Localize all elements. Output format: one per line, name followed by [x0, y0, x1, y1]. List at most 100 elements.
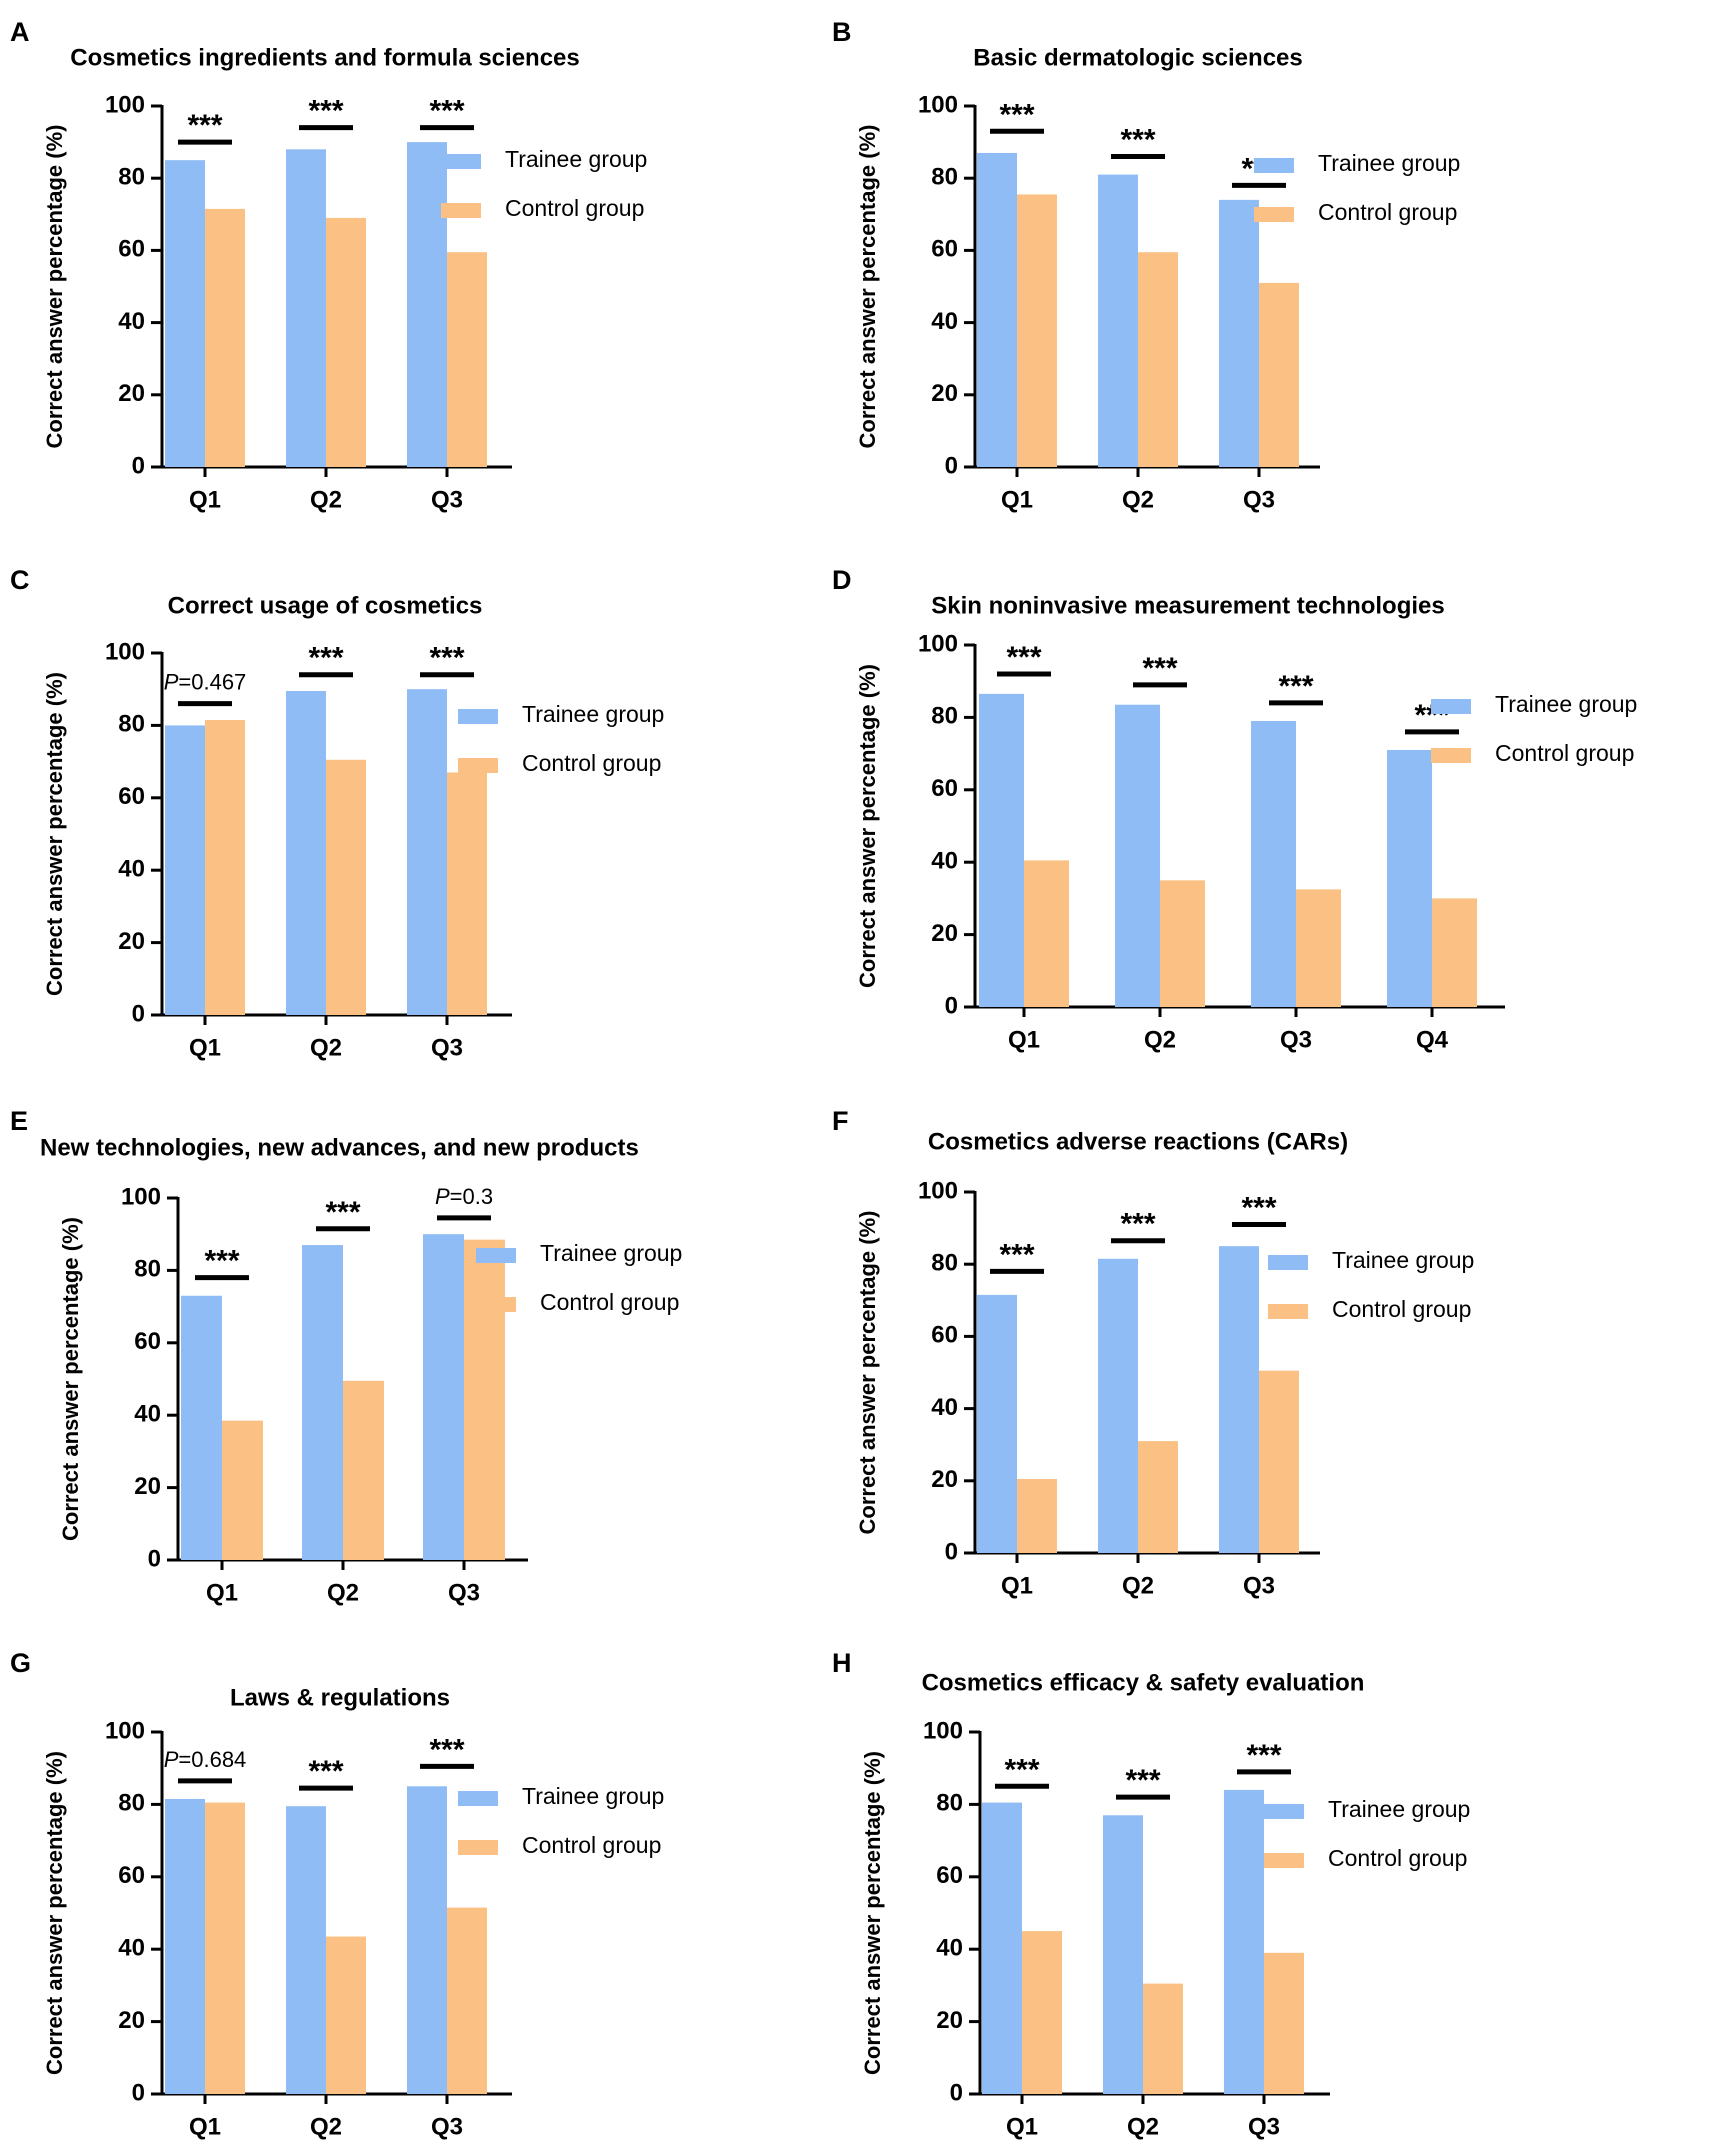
y-tick-label: 20: [931, 1466, 958, 1493]
x-tick-label: Q3: [431, 486, 463, 513]
y-axis-label: Correct answer percentage (%): [855, 1211, 880, 1535]
y-tick-label: 80: [134, 1256, 161, 1283]
y-tick-label: 60: [931, 775, 958, 802]
chart-title: New technologies, new advances, and new …: [40, 1134, 639, 1161]
x-tick-label: Q3: [431, 1034, 463, 1061]
y-tick-label: 40: [118, 308, 145, 335]
x-tick-label: Q1: [1006, 2113, 1038, 2140]
p-value: =0.467: [178, 670, 246, 695]
legend-label-control: Control group: [522, 1832, 661, 1858]
legend: Trainee group Control group: [441, 146, 647, 221]
legend-swatch-control: [476, 1297, 516, 1312]
y-tick-label: 40: [118, 1935, 145, 1962]
x-tick-label: Q1: [189, 1034, 221, 1061]
bar-control-q1: [205, 719, 245, 1015]
x-tick-label: Q1: [189, 2113, 221, 2140]
bar-control-q1: [222, 1420, 263, 1560]
legend-label-trainee: Trainee group: [522, 1783, 664, 1809]
bar-trainee-q4: [1387, 749, 1432, 1007]
bar-trainee-q2: [1103, 1815, 1143, 2094]
significance-stars: ***: [308, 1755, 343, 1788]
bar-control-q1: [1017, 1478, 1057, 1553]
legend-swatch-trainee: [441, 154, 481, 169]
p-symbol: P: [164, 1747, 179, 1772]
legend: Trainee group Control group: [458, 701, 664, 776]
bar-trainee-q3: [423, 1234, 464, 1560]
y-tick-label: 0: [950, 2079, 963, 2106]
significance-stars: ***: [1278, 670, 1313, 703]
chart-title: Correct usage of cosmetics: [168, 592, 483, 619]
legend-swatch-trainee: [476, 1248, 516, 1263]
significance-stars: ***: [325, 1196, 360, 1229]
x-tick-label: Q3: [1280, 1026, 1312, 1053]
bar-control-q2: [1138, 252, 1178, 467]
panel-a: A Cosmetics ingredients and formula scien…: [10, 17, 647, 513]
chart-title: Laws & regulations: [230, 1684, 450, 1711]
p-value-label: P=0.684: [164, 1747, 247, 1772]
legend-label-trainee: Trainee group: [1332, 1247, 1474, 1273]
panel-e: E New technologies, new advances, and new…: [10, 1106, 682, 1606]
y-tick-label: 0: [148, 1545, 161, 1572]
legend-swatch-trainee: [1264, 1804, 1304, 1819]
bar-control-q3: [1264, 1952, 1304, 2094]
y-axis-label: Correct answer percentage (%): [855, 664, 880, 988]
panel-letter: F: [832, 1106, 849, 1136]
p-symbol: P: [164, 670, 179, 695]
p-value: =0.3: [450, 1184, 493, 1209]
legend-swatch-trainee: [1431, 699, 1471, 714]
bar-trainee-q2: [1098, 1258, 1138, 1553]
bar-trainee-q1: [977, 152, 1017, 467]
y-tick-label: 0: [945, 992, 958, 1019]
bar-trainee-q2: [302, 1245, 343, 1560]
y-tick-label: 0: [945, 452, 958, 479]
bar-control-q4: [1432, 898, 1477, 1007]
y-tick-label: 60: [134, 1328, 161, 1355]
y-tick-label: 80: [931, 164, 958, 191]
x-tick-label: Q3: [1248, 2113, 1280, 2140]
bar-control-q1: [205, 1802, 245, 2094]
panel-letter: A: [10, 17, 30, 47]
legend-label-control: Control group: [522, 750, 661, 776]
bar-control-q3: [447, 772, 487, 1015]
panel-letter: G: [10, 1648, 31, 1678]
panel-f: F Cosmetics adverse reactions (CARs) Corre…: [832, 1106, 1474, 1599]
y-tick-label: 40: [931, 1394, 958, 1421]
y-tick-label: 60: [931, 236, 958, 263]
y-tick-label: 60: [118, 1862, 145, 1889]
bar-control-q3: [447, 252, 487, 467]
legend: Trainee group Control group: [1268, 1247, 1474, 1322]
panel-d: D Skin noninvasive measurement technologi…: [832, 565, 1637, 1053]
bar-trainee-q1: [181, 1295, 222, 1560]
bar-control-q3: [1296, 889, 1341, 1007]
y-tick-label: 80: [118, 164, 145, 191]
legend-swatch-control: [1268, 1304, 1308, 1319]
y-tick-label: 40: [936, 1935, 963, 1962]
y-tick-label: 40: [134, 1401, 161, 1428]
bar-trainee-q2: [1098, 174, 1138, 467]
panel-letter: C: [10, 565, 30, 595]
panel-letter: D: [832, 565, 852, 595]
y-tick-label: 100: [918, 1177, 958, 1204]
significance-stars: ***: [1125, 1764, 1160, 1797]
y-tick-label: 100: [105, 91, 145, 118]
y-tick-label: 40: [931, 308, 958, 335]
significance-stars: ***: [429, 642, 464, 675]
y-tick-label: 80: [936, 1790, 963, 1817]
legend-label-trainee: Trainee group: [1495, 691, 1637, 717]
y-tick-label: 80: [931, 1250, 958, 1277]
legend: Trainee group Control group: [1431, 691, 1637, 766]
y-tick-label: 20: [118, 2007, 145, 2034]
x-tick-label: Q2: [1127, 2113, 1159, 2140]
y-tick-label: 0: [132, 2079, 145, 2106]
p-value-label: P=0.3: [435, 1184, 493, 1209]
y-axis-label: Correct answer percentage (%): [42, 672, 67, 996]
y-tick-label: 60: [118, 783, 145, 810]
x-tick-label: Q2: [310, 2113, 342, 2140]
legend-label-trainee: Trainee group: [522, 701, 664, 727]
legend-label-trainee: Trainee group: [505, 146, 647, 172]
p-value-label: P=0.467: [164, 670, 247, 695]
legend-label-trainee: Trainee group: [540, 1240, 682, 1266]
x-tick-label: Q1: [206, 1579, 238, 1606]
y-tick-label: 100: [918, 630, 958, 657]
bar-control-q2: [1160, 880, 1205, 1007]
